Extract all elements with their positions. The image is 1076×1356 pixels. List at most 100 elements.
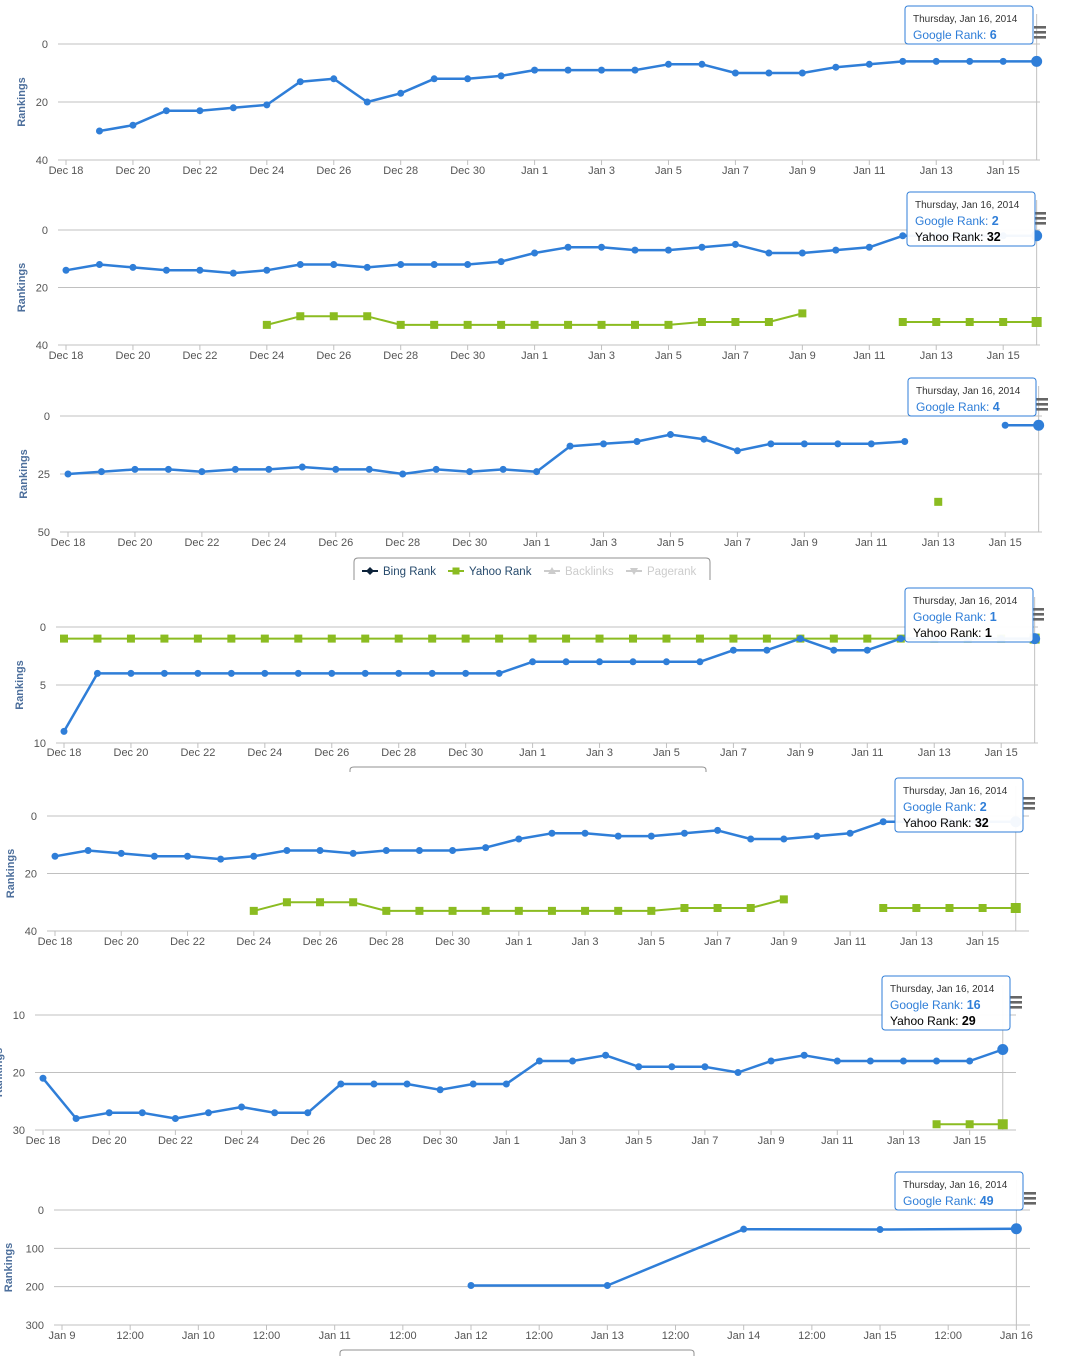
data-point[interactable] [997,1119,1008,1130]
legend-item-bing-rank[interactable]: Bing Rank [362,566,436,578]
data-point[interactable] [283,847,291,854]
data-point[interactable] [635,1063,643,1071]
data-point[interactable] [337,1080,345,1088]
data-point[interactable] [680,904,689,912]
data-point[interactable] [899,232,907,240]
data-point[interactable] [1010,903,1021,913]
data-point[interactable] [194,669,202,677]
data-point[interactable] [262,320,271,329]
data-point[interactable] [934,497,943,506]
data-point[interactable] [395,669,403,677]
data-point[interactable] [316,898,325,907]
data-point[interactable] [945,904,954,912]
data-point[interactable] [798,309,807,318]
data-point[interactable] [800,1051,808,1059]
data-point[interactable] [746,904,755,912]
data-point[interactable] [898,318,907,326]
data-point[interactable] [464,261,472,268]
data-point[interactable] [647,906,656,915]
data-point[interactable] [631,320,640,329]
data-point[interactable] [535,1057,543,1065]
data-point[interactable] [564,243,572,251]
data-point[interactable] [528,634,537,643]
data-point[interactable] [332,465,340,473]
data-point[interactable] [138,1109,146,1117]
data-point[interactable] [162,266,170,274]
data-point[interactable] [349,898,358,907]
data-point[interactable] [399,470,407,478]
data-point[interactable] [265,465,273,473]
data-point[interactable] [800,440,808,448]
data-point[interactable] [614,906,623,915]
data-point[interactable] [394,634,403,643]
data-point[interactable] [698,60,706,68]
data-point[interactable] [129,263,137,271]
data-point[interactable] [763,646,771,654]
data-point[interactable] [966,1057,974,1065]
data-point[interactable] [714,826,722,834]
data-point[interactable] [581,906,590,915]
data-point[interactable] [765,249,773,257]
data-point[interactable] [813,832,821,840]
data-point[interactable] [469,1080,477,1088]
data-point[interactable] [330,75,338,83]
data-point[interactable] [260,634,269,643]
hamburger-menu-icon[interactable] [1034,212,1046,225]
data-point[interactable] [514,906,523,915]
data-point[interactable] [229,269,237,277]
data-point[interactable] [97,468,105,476]
data-point[interactable] [193,634,202,643]
data-point[interactable] [495,634,504,643]
data-point[interactable] [229,104,237,112]
data-point[interactable] [701,1063,709,1071]
data-point[interactable] [662,634,671,643]
data-point[interactable] [530,320,539,329]
data-point[interactable] [798,249,806,257]
data-point[interactable] [363,312,372,321]
data-point[interactable] [217,855,225,863]
data-point[interactable] [495,669,503,677]
data-point[interactable] [966,57,974,65]
data-point[interactable] [664,320,673,329]
data-point[interactable] [779,895,788,904]
data-point[interactable] [171,1115,179,1122]
data-point[interactable] [664,246,672,254]
data-point[interactable] [329,312,338,321]
data-point[interactable] [662,658,670,666]
legend-item-backlinks[interactable]: Backlinks [544,566,614,578]
data-point[interactable] [271,1109,279,1117]
data-point[interactable] [629,658,637,666]
data-point[interactable] [497,320,506,329]
data-point[interactable] [51,852,59,860]
data-point[interactable] [261,669,269,677]
data-point[interactable] [467,1282,475,1290]
data-point[interactable] [464,75,472,83]
data-point[interactable] [462,669,470,677]
data-point[interactable] [901,438,909,446]
data-point[interactable] [361,669,369,677]
data-point[interactable] [328,669,336,677]
data-point[interactable] [529,658,537,666]
data-point[interactable] [95,261,103,268]
data-point[interactable] [430,261,438,268]
data-point[interactable] [39,1074,47,1082]
data-point[interactable] [482,844,490,852]
data-point[interactable] [164,465,172,473]
data-point[interactable] [767,440,775,448]
data-point[interactable] [832,63,840,71]
data-point[interactable] [296,78,304,86]
data-point[interactable] [740,1225,748,1233]
data-point[interactable] [767,1057,775,1065]
data-point[interactable] [597,320,606,329]
data-point[interactable] [316,847,324,854]
data-point[interactable] [60,634,68,643]
data-point[interactable] [876,1226,884,1234]
data-point[interactable] [105,1109,113,1117]
data-point[interactable] [531,66,539,74]
data-point[interactable] [731,240,739,248]
data-point[interactable] [428,669,436,677]
data-point[interactable] [713,904,722,912]
data-point[interactable] [64,470,72,478]
data-point[interactable] [547,906,556,915]
data-point[interactable] [680,829,688,837]
